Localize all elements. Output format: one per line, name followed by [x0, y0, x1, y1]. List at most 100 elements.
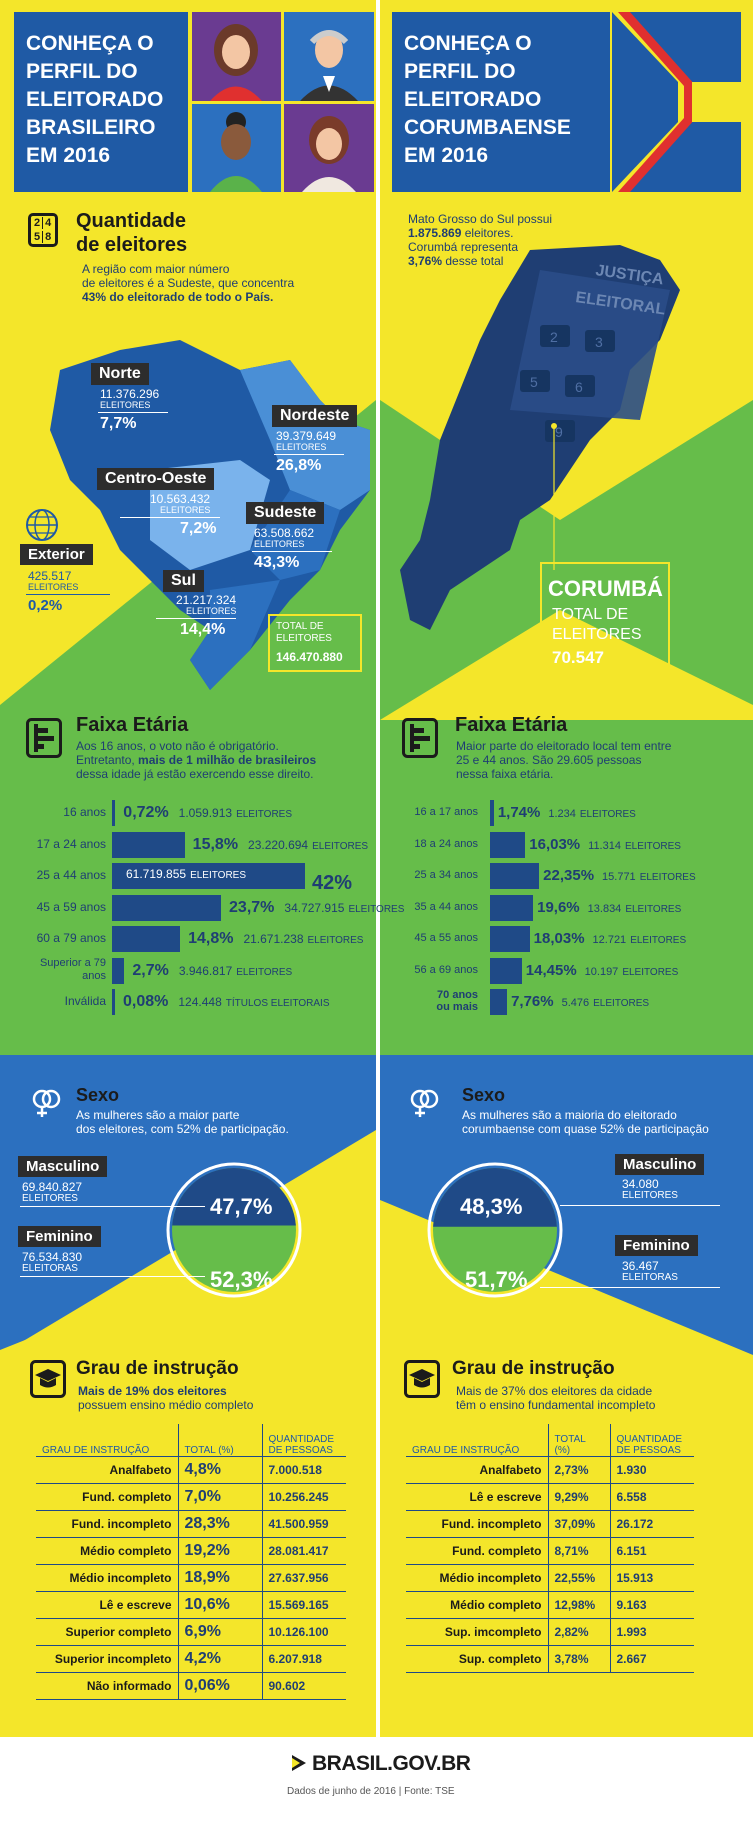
age-pct-label: 14,8%	[188, 930, 234, 947]
female-count-left: 76.534.830	[22, 1250, 83, 1264]
edu-table-row: Médio incompleto 22,55% 15.913	[406, 1564, 694, 1592]
quantity-desc-3: 43% do eleitorado de todo o País.	[82, 290, 274, 304]
right-title: CONHEÇA O PERFIL DO ELEITORADO CORUMBAEN…	[404, 32, 571, 167]
female-unit-right: ELEITORAS	[622, 1272, 678, 1283]
left-title: CONHEÇA O PERFIL DO ELEITORADO BRASILEIR…	[26, 32, 164, 167]
age-desc-left-2b: mais de 1 milhão de brasileiros	[138, 753, 317, 767]
age-count-label: 15.771	[602, 871, 636, 883]
edu-degree-cell: Analfabeto	[36, 1456, 178, 1484]
age-pct-label: 2,7%	[132, 961, 169, 979]
region-sul-pct: 14,4%	[180, 621, 226, 638]
age-pct-label: 7,76%	[511, 993, 554, 1010]
age-unit-label: ELEITORES	[579, 809, 636, 820]
edu-degree-cell: Superior incompleto	[36, 1645, 178, 1673]
edu-table-row: Superior completo 6,9% 10.126.100	[36, 1618, 346, 1646]
age-count-label: 34.727.915	[284, 900, 345, 915]
edu-degree-cell: Analfabeto	[406, 1456, 548, 1484]
gender-icon-right	[410, 1089, 439, 1117]
edu-table-row: Sup. completo 3,78% 2.667	[406, 1645, 694, 1673]
pie-ring	[427, 1162, 563, 1298]
age-unit-label: ELEITORES	[625, 903, 682, 915]
edu-header-degree-right: GRAU DE INSTRUÇÃO	[406, 1424, 548, 1457]
age-category-label: 16 a 17 anos	[414, 806, 478, 818]
age-bar	[112, 989, 115, 1015]
quantity-desc-1: A região com maior número	[82, 262, 230, 276]
age-category-label: 45 a 59 anos	[36, 899, 106, 914]
age-title-right: Faixa Etária	[455, 714, 568, 736]
age-value-line: 61.719.855 ELEITORES	[126, 867, 246, 881]
edu-degree-cell: Fund. completo	[406, 1537, 548, 1565]
age-pct-label: 0,08%	[123, 993, 169, 1010]
ms-total: 1.875.869	[408, 226, 462, 240]
age-desc-left-3: dessa idade já estão exercendo esse dire…	[76, 767, 314, 781]
edu-pct-cell: 9,29%	[547, 1483, 610, 1511]
age-count-label: 1.234	[548, 808, 576, 820]
edu-header-pct-right: TOTAL (%)	[547, 1424, 610, 1457]
age-category-label: 45 a 55 anos	[414, 932, 478, 944]
age-value-line: 2,7% 3.946.817 ELEITORES	[132, 962, 292, 980]
edu-table-row: Fund. incompleto 28,3% 41.500.959	[36, 1510, 346, 1538]
age-bar	[490, 926, 530, 952]
edu-table-row: Sup. imcompleto 2,82% 1.993	[406, 1618, 694, 1646]
male-label-right: Masculino	[615, 1154, 705, 1175]
age-pct-label: 14,45%	[525, 961, 577, 979]
edu-table-row: Analfabeto 2,73% 1.930	[406, 1456, 694, 1484]
edu-qty-cell: 27.637.956	[261, 1564, 346, 1592]
edu-pct-cell: 22,55%	[547, 1564, 610, 1592]
sex-pie-right	[427, 1162, 563, 1298]
edu-desc-left-1: Mais de 19% dos eleitores	[78, 1384, 227, 1398]
region-nordeste-unit: ELEITORES	[276, 442, 327, 452]
age-category-label: 56 a 69 anos	[414, 963, 478, 976]
edu-qty-cell: 2.667	[609, 1645, 694, 1673]
edu-pct-cell: 10,6%	[177, 1591, 262, 1619]
edu-table-row: Médio completo 19,2% 28.081.417	[36, 1537, 346, 1565]
age-pct-label: 16,03%	[529, 835, 581, 853]
male-unit-right: ELEITORES	[622, 1190, 678, 1201]
age-pct-label: 0,72%	[123, 804, 169, 821]
edu-qty-cell: 15.569.165	[261, 1591, 346, 1619]
edu-qty-cell: 6.558	[609, 1483, 694, 1511]
sex-desc-left-1: As mulheres são a maior parte	[76, 1108, 240, 1122]
sex-pie-left	[166, 1162, 302, 1298]
svg-text:9: 9	[555, 424, 563, 440]
region-exterior-voters: 425.517	[28, 569, 72, 583]
quantity-desc-2: de eleitores é a Sudeste, que concentra	[82, 276, 295, 290]
age-desc-left-2a: Entretanto,	[76, 753, 139, 767]
edu-degree-cell: Médio incompleto	[36, 1564, 178, 1592]
edu-qty-cell: 26.172	[609, 1510, 694, 1538]
edu-title-right: Grau de instrução	[452, 1358, 615, 1379]
ms-intro-4b: desse total	[442, 254, 504, 268]
edu-desc-right-1: Mais de 37% dos eleitores da cidade	[456, 1384, 653, 1398]
edu-pct-cell: 6,9%	[177, 1618, 262, 1646]
edu-qty-cell: 7.000.518	[261, 1456, 346, 1484]
edu-table-row: Médio completo 12,98% 9.163	[406, 1591, 694, 1619]
age-desc-right-1: Maior parte do eleitorado local tem entr…	[456, 739, 672, 753]
region-sudeste-pct: 43,3%	[254, 554, 300, 571]
ms-intro-2b: eleitores.	[461, 226, 514, 240]
edu-title-left: Grau de instrução	[76, 1358, 239, 1379]
male-count-right: 34.080	[622, 1177, 659, 1191]
age-value-line: 0,72% 1.059.913 ELEITORES	[123, 804, 292, 822]
region-norte-pct: 7,7%	[100, 415, 137, 432]
edu-table-row: Fund. incompleto 37,09% 26.172	[406, 1510, 694, 1538]
quantity-title-2: de eleitores	[76, 234, 188, 256]
svg-text:5: 5	[530, 374, 538, 390]
ms-share: 3,76%	[408, 254, 443, 268]
age-pct-label: 19,6%	[537, 898, 580, 916]
edu-pct-cell: 0,06%	[177, 1672, 262, 1700]
age-bar	[112, 926, 181, 952]
total-box	[268, 614, 362, 672]
edu-qty-cell: 28.081.417	[261, 1537, 346, 1565]
age-big-pct: 42%	[312, 872, 353, 894]
edu-degree-cell: Fund. incompleto	[406, 1510, 548, 1538]
edu-header-degree-left: GRAU DE INSTRUÇÃO	[36, 1424, 178, 1457]
svg-text:6: 6	[575, 379, 583, 395]
edu-table-row: Lê e escreve 9,29% 6.558	[406, 1483, 694, 1511]
edu-degree-cell: Não informado	[36, 1672, 178, 1700]
male-label-left: Masculino	[18, 1156, 108, 1177]
edu-degree-cell: Médio completo	[36, 1537, 178, 1565]
age-count-label: 21.671.238	[243, 932, 304, 946]
age-unit-label: ELEITORES	[624, 840, 681, 852]
corumba-city: CORUMBÁ	[548, 576, 663, 601]
